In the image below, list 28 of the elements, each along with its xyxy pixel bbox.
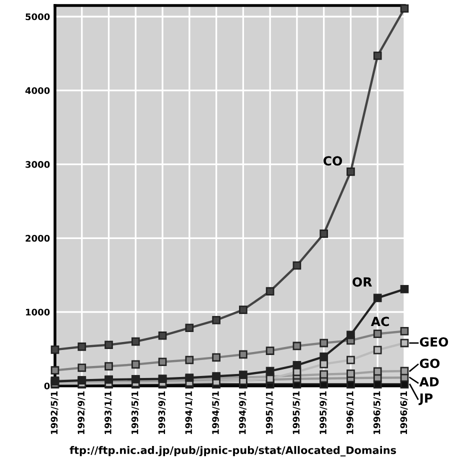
y-tick-label: 1000 — [26, 308, 50, 316]
y-tick-label: 4000 — [25, 87, 50, 94]
text: ftp://ftp.nic.ad.jp/pub/jpnic-pub/stat/Allocated_Domains — [70, 446, 396, 456]
series-label: JP — [418, 393, 433, 406]
x-tick-label: 1994/1/1 — [185, 391, 193, 434]
x-tick-label: 1995/9/1 — [320, 391, 328, 434]
x-tick-label: 1995/5/1 — [292, 391, 300, 434]
series-label: GEO — [420, 337, 448, 347]
y-tick-label: 3000 — [26, 161, 50, 168]
series-label: OR — [352, 277, 372, 287]
series-label: GO — [420, 358, 440, 368]
series-label: AD — [419, 377, 439, 386]
x-tick-label: 1994/9/1 — [238, 391, 247, 434]
y-tick-label: 0 — [44, 382, 50, 390]
series-label: CO — [323, 156, 342, 166]
y-tick-label: 2000 — [26, 234, 50, 242]
x-tick-label: 1992/9/1 — [78, 391, 86, 434]
x-tick-label: 1993/5/1 — [131, 391, 139, 434]
x-tick-label: 1992/5/1 — [50, 391, 58, 434]
x-tick-label: 1995/1/1 — [266, 391, 274, 434]
x-tick-label: 1994/5/1 — [212, 391, 220, 434]
x-tick-label: 1996/5/1 — [373, 391, 381, 434]
x-tick-label: 1993/9/1 — [158, 391, 166, 434]
x-tick-label: 1996/6/1 — [400, 391, 408, 434]
series-label: AC — [370, 316, 389, 326]
y-tick-label: 5000 — [26, 13, 50, 20]
x-tick-label: 1996/1/1 — [346, 391, 354, 434]
x-tick-label: 1993/1/1 — [104, 391, 112, 434]
